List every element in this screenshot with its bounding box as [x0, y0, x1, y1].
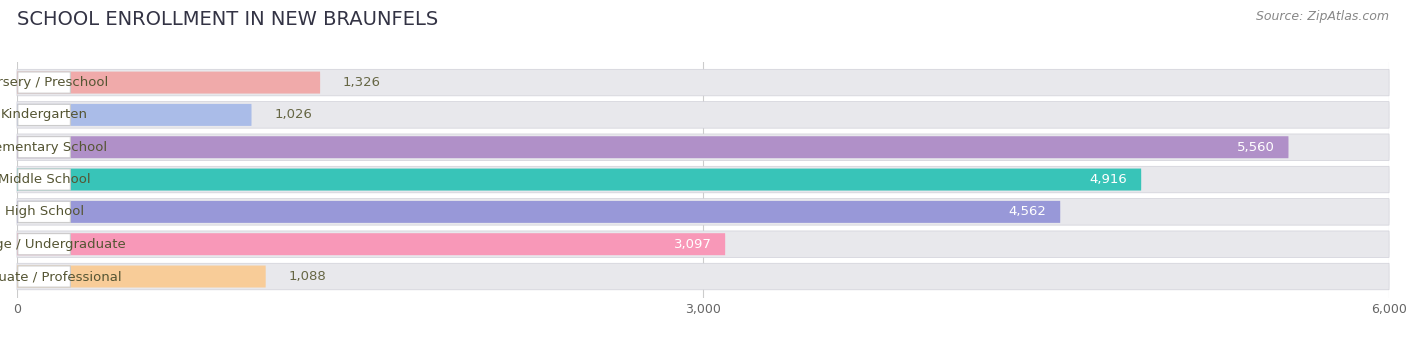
FancyBboxPatch shape — [18, 169, 70, 190]
FancyBboxPatch shape — [17, 201, 1060, 223]
Text: College / Undergraduate: College / Undergraduate — [0, 238, 127, 251]
Text: High School: High School — [4, 206, 83, 219]
FancyBboxPatch shape — [18, 266, 70, 287]
FancyBboxPatch shape — [18, 136, 70, 158]
Text: 4,562: 4,562 — [1008, 206, 1046, 219]
Text: Graduate / Professional: Graduate / Professional — [0, 270, 122, 283]
FancyBboxPatch shape — [17, 231, 1389, 258]
Text: Nursery / Preschool: Nursery / Preschool — [0, 76, 108, 89]
Text: SCHOOL ENROLLMENT IN NEW BRAUNFELS: SCHOOL ENROLLMENT IN NEW BRAUNFELS — [17, 10, 439, 29]
FancyBboxPatch shape — [17, 199, 1389, 225]
FancyBboxPatch shape — [17, 71, 321, 94]
FancyBboxPatch shape — [17, 233, 725, 255]
FancyBboxPatch shape — [17, 166, 1389, 193]
Text: 1,026: 1,026 — [274, 108, 312, 121]
FancyBboxPatch shape — [17, 69, 1389, 96]
FancyBboxPatch shape — [18, 104, 70, 126]
FancyBboxPatch shape — [17, 104, 252, 126]
Text: Source: ZipAtlas.com: Source: ZipAtlas.com — [1256, 10, 1389, 23]
Text: Middle School: Middle School — [0, 173, 90, 186]
FancyBboxPatch shape — [17, 136, 1288, 158]
Text: Elementary School: Elementary School — [0, 141, 107, 154]
FancyBboxPatch shape — [17, 134, 1389, 160]
FancyBboxPatch shape — [18, 201, 70, 223]
Text: Kindergarten: Kindergarten — [0, 108, 87, 121]
Text: 1,088: 1,088 — [288, 270, 326, 283]
FancyBboxPatch shape — [17, 265, 266, 288]
FancyBboxPatch shape — [18, 234, 70, 255]
Text: 5,560: 5,560 — [1237, 141, 1275, 154]
FancyBboxPatch shape — [17, 263, 1389, 290]
FancyBboxPatch shape — [18, 72, 70, 93]
Text: 3,097: 3,097 — [673, 238, 711, 251]
Text: 4,916: 4,916 — [1090, 173, 1128, 186]
FancyBboxPatch shape — [17, 102, 1389, 128]
Text: 1,326: 1,326 — [343, 76, 381, 89]
FancyBboxPatch shape — [17, 169, 1142, 190]
